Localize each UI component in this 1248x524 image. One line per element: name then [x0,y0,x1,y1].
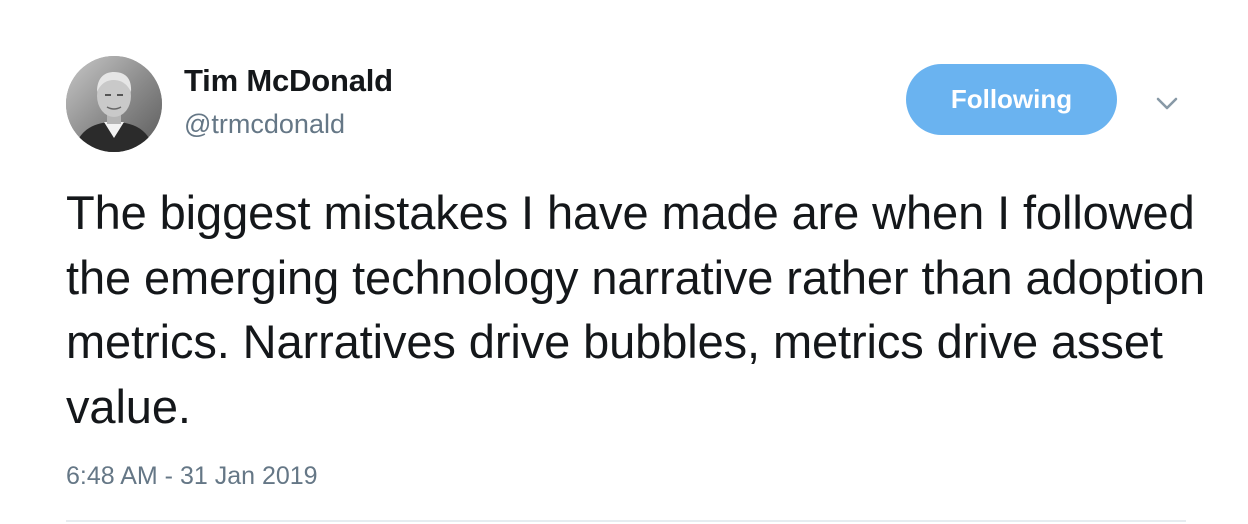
profile-photo-icon [66,56,162,152]
avatar[interactable] [66,56,162,152]
author-handle[interactable]: @trmcdonald [184,109,345,139]
tweet-timestamp[interactable]: 6:48 AM - 31 Jan 2019 [66,462,318,490]
following-button[interactable]: Following [906,64,1117,135]
divider [66,520,1186,522]
tweet-text: The biggest mistakes I have made are whe… [66,186,1206,433]
tweet-menu-button[interactable] [1150,88,1184,118]
chevron-down-icon [1156,97,1178,110]
author-name[interactable]: Tim McDonald [184,63,393,98]
following-button-label: Following [950,84,1073,114]
